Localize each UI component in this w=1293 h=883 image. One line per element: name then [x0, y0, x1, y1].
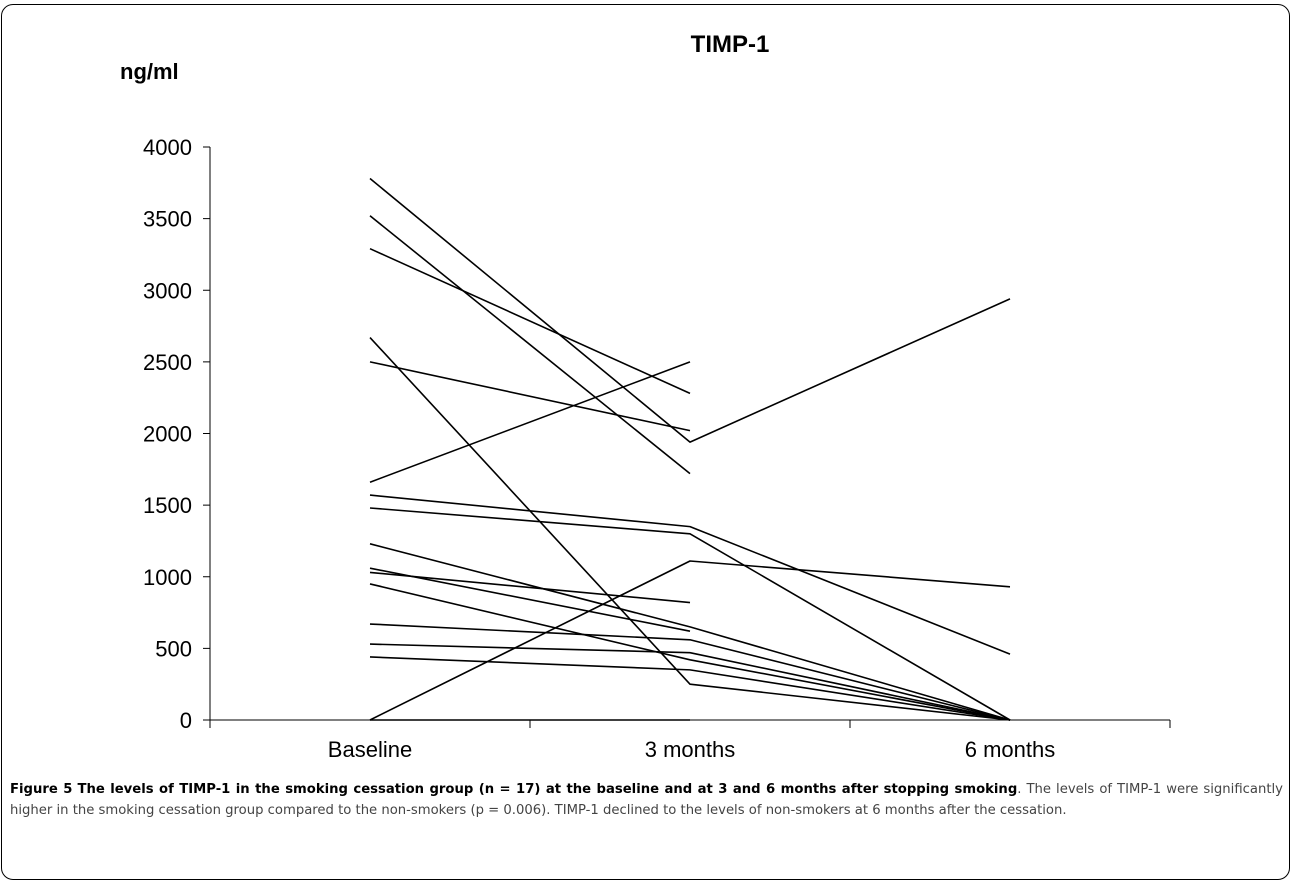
series-line-7 — [369, 494, 1011, 655]
axes: 0 500 1000 1500 2000 2500 3000 3500 4000 Baseline… — [143, 135, 1171, 762]
line-chart: TIMP-1 ng/ml 0 500 1000 1500 2000 2500 3000 350… — [120, 31, 1171, 762]
series-line-13 — [369, 623, 1011, 721]
x-category-label: 3 months — [645, 737, 736, 762]
y-tick-label: 500 — [155, 636, 192, 661]
series-line-15 — [369, 656, 1011, 721]
series-line-11 — [369, 571, 691, 604]
series-line-8 — [369, 507, 1011, 721]
series-line-1 — [369, 177, 1011, 443]
caption-label: Figure 5 — [10, 782, 73, 797]
series-line-12 — [369, 583, 1011, 721]
series-line-16 — [369, 560, 1011, 721]
y-tick-label: 2000 — [143, 422, 192, 447]
y-tick-label: 2500 — [143, 350, 192, 375]
series-line-6 — [369, 361, 691, 483]
x-category-label: Baseline — [328, 737, 412, 762]
chart-title: TIMP-1 — [691, 31, 770, 58]
y-tick-label: 3000 — [143, 278, 192, 303]
y-tick-label: 0 — [180, 708, 192, 733]
x-category-label: 6 months — [965, 737, 1056, 762]
series-line-10 — [369, 567, 691, 632]
y-tick-label: 1000 — [143, 565, 192, 590]
y-tick-label: 3500 — [143, 207, 192, 232]
series-line-4 — [369, 336, 1011, 721]
y-tick-label: 4000 — [143, 135, 192, 160]
caption-body: The levels of TIMP-1 were significantly … — [10, 782, 1283, 818]
figure-frame — [1, 4, 1290, 880]
figure-caption: Figure 5 The levels of TIMP-1 in the smo… — [10, 782, 1283, 818]
y-tick-label: 1500 — [143, 493, 192, 518]
series-line-9 — [369, 543, 1011, 721]
caption-title: The levels of TIMP-1 in the smoking cess… — [77, 782, 1018, 797]
series-line-14 — [369, 643, 1011, 721]
series-line-3 — [369, 247, 691, 395]
y-axis-unit-label: ng/ml — [120, 59, 179, 84]
series-line-5 — [369, 361, 691, 432]
series-line-2 — [369, 215, 691, 475]
series-lines — [369, 177, 1011, 721]
